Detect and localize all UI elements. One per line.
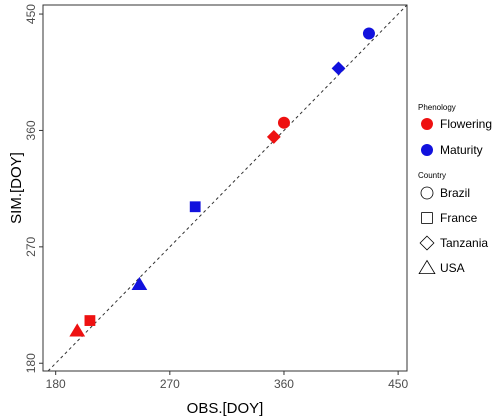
y-tick-label: 270 [24,237,38,257]
identity-line [47,4,408,372]
plot-panel [42,4,408,372]
data-point [84,315,96,326]
data-points [69,27,375,337]
y-axis: 180 270 360 450 [24,4,43,373]
y-axis-title: SIM.[DOY] [8,152,25,224]
legend-key-france [421,212,433,224]
legend-label-flowering: Flowering [440,117,492,131]
legend-key-tanzania [419,235,435,251]
legend-label-maturity: Maturity [440,143,483,157]
x-tick-label: 180 [46,377,66,391]
legend-key-brazil [420,186,434,200]
legend-label-france: France [440,211,478,225]
x-axis: 180 270 360 450 [46,371,408,391]
legend-label-tanzania: Tanzania [440,236,488,250]
legend-label-usa: USA [440,261,465,275]
y-tick-label: 360 [24,120,38,140]
y-tick-label: 180 [24,353,38,373]
x-tick-label: 450 [388,377,408,391]
legend-key-usa [418,259,436,275]
legend-key-flowering [421,118,433,130]
data-point [277,116,290,129]
legend: Phenology Flowering Maturity Country Braz… [418,103,492,275]
x-axis-title: OBS.[DOY] [187,400,264,417]
legend-key-maturity [421,144,433,156]
legend-title-country: Country [418,171,446,180]
y-tick-label: 450 [24,4,38,24]
data-point [362,27,375,40]
legend-label-brazil: Brazil [440,186,470,200]
x-tick-label: 360 [274,377,294,391]
data-point [189,201,201,213]
data-point [131,276,148,290]
data-point [331,61,346,76]
legend-title-phenology: Phenology [418,103,456,112]
x-tick-label: 270 [160,377,180,391]
data-point [266,130,281,144]
data-point [69,323,86,337]
